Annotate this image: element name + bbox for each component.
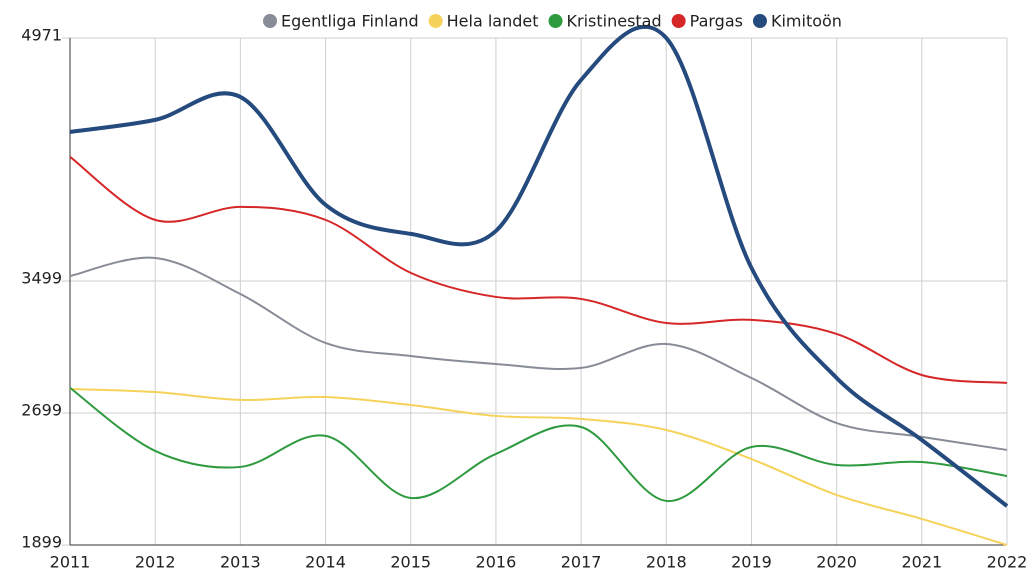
legend-marker	[428, 14, 443, 28]
y-tick-label: 4971	[21, 26, 62, 45]
x-tick-label: 2011	[50, 553, 91, 572]
legend-label: Hela landet	[447, 12, 539, 31]
legend-label: Pargas	[690, 12, 743, 31]
x-tick-label: 2021	[901, 553, 942, 572]
legend-label: Kimitoön	[771, 12, 842, 31]
x-tick-label: 2015	[390, 553, 431, 572]
legend-marker	[263, 14, 277, 28]
x-tick-label: 2019	[731, 553, 772, 572]
x-tick-label: 2022	[987, 553, 1028, 572]
line	[69, 156, 1008, 384]
y-tick-label: 2699	[21, 400, 62, 419]
legend-marker	[671, 14, 686, 28]
y-tick-label: 1899	[21, 533, 62, 552]
line	[69, 387, 1008, 502]
y-tick-label: 3499	[21, 268, 62, 287]
legend-label: Kristinestad	[567, 12, 662, 31]
legend-marker	[548, 14, 563, 28]
x-tick-label: 2018	[646, 553, 687, 572]
line	[69, 24, 1009, 508]
legend-marker	[752, 14, 767, 28]
x-tick-label: 2013	[220, 553, 261, 572]
line	[69, 256, 1008, 451]
x-tick-label: 2020	[816, 553, 857, 572]
legend-label: Egentliga Finland	[281, 12, 419, 31]
x-tick-label: 2012	[135, 553, 176, 572]
line	[69, 388, 1008, 546]
x-tick-label: 2017	[561, 553, 602, 572]
x-tick-label: 2016	[476, 553, 517, 572]
x-tick-label: 2014	[305, 553, 346, 572]
